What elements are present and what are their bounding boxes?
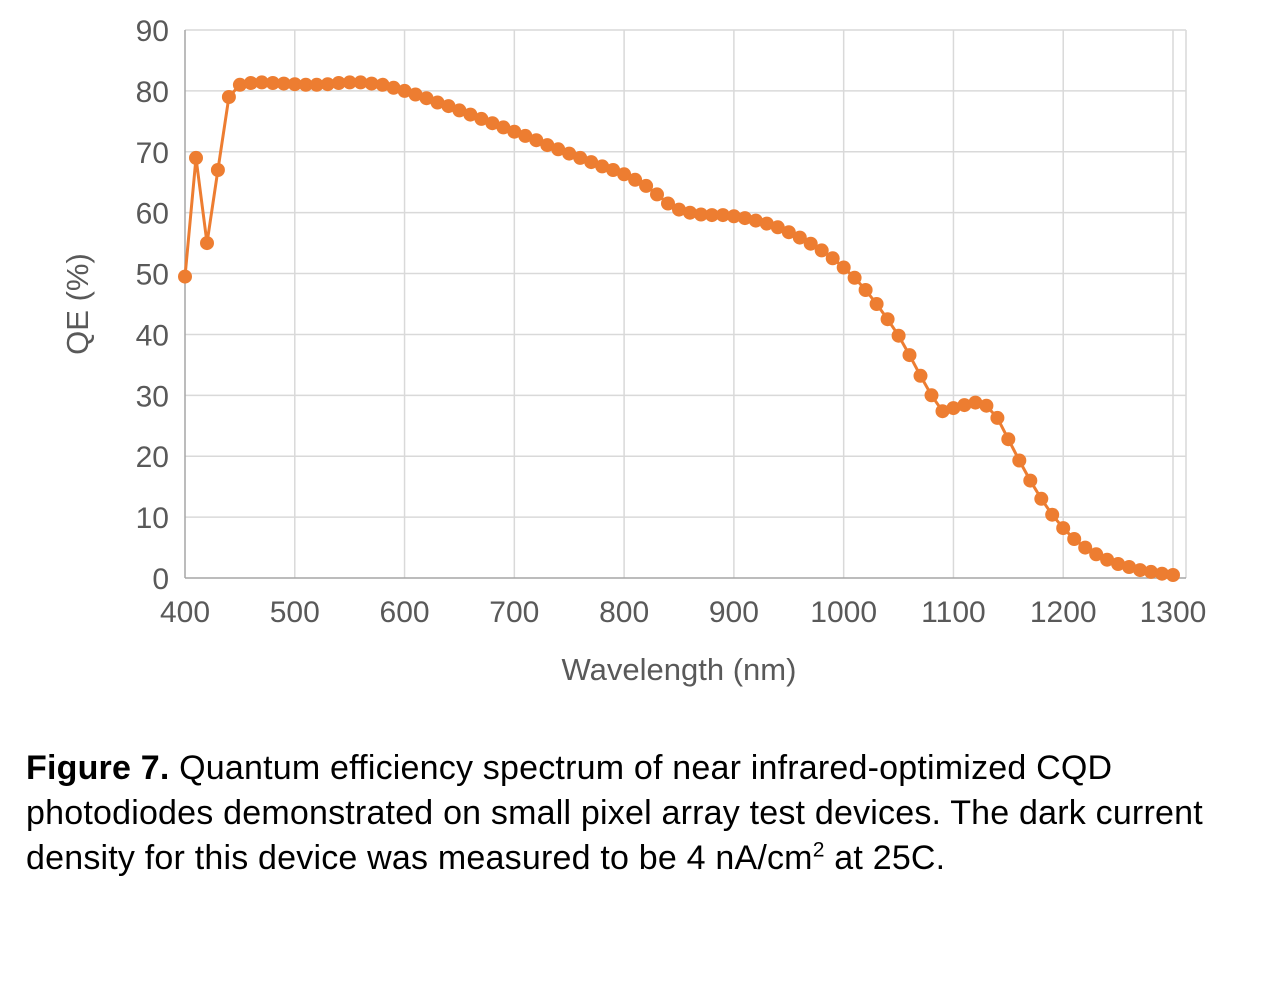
svg-text:1100: 1100: [921, 596, 986, 629]
svg-text:80: 80: [136, 76, 169, 109]
chart-svg: 0 10 20 30 40 50 60 70 80 90 400 500 600 700 800 900 100…: [60, 15, 1206, 687]
svg-text:60: 60: [136, 198, 169, 231]
svg-text:500: 500: [270, 596, 320, 629]
svg-text:1000: 1000: [810, 596, 877, 629]
svg-text:700: 700: [489, 596, 539, 629]
y-tick-labels: 0 10 20 30 40 50 60 70 80 90: [136, 15, 169, 596]
qe-line: [183, 80, 1175, 577]
svg-text:900: 900: [709, 596, 759, 629]
svg-text:10: 10: [136, 502, 169, 535]
caption-body: Quantum efficiency spectrum of near infr…: [26, 749, 1203, 878]
svg-text:70: 70: [136, 137, 169, 170]
svg-text:600: 600: [380, 596, 430, 629]
svg-text:0: 0: [152, 563, 169, 596]
caption-tail: at 25C.: [824, 839, 946, 878]
caption-figure-label: Figure 7.: [26, 749, 170, 787]
caption-superscript: 2: [812, 839, 825, 863]
svg-text:800: 800: [599, 596, 649, 629]
y-axis-title: QE (%): [60, 253, 95, 355]
svg-text:1200: 1200: [1030, 596, 1097, 629]
svg-text:40: 40: [136, 319, 169, 352]
qe-markers: [178, 75, 1180, 582]
figure-caption: Figure 7. Quantum efficiency spectrum of…: [26, 746, 1238, 882]
svg-text:400: 400: [160, 596, 210, 629]
svg-text:20: 20: [136, 441, 169, 474]
svg-text:50: 50: [136, 259, 169, 292]
qe-spectrum-chart: 0 10 20 30 40 50 60 70 80 90 400 500 600 700 800 900 100…: [60, 15, 1206, 687]
svg-text:30: 30: [136, 380, 169, 413]
svg-text:90: 90: [136, 15, 169, 48]
x-tick-labels: 400 500 600 700 800 900 1000 1100 1200 1300: [160, 596, 1206, 629]
svg-text:1300: 1300: [1140, 596, 1207, 629]
x-axis-title: Wavelength (nm): [562, 652, 797, 687]
